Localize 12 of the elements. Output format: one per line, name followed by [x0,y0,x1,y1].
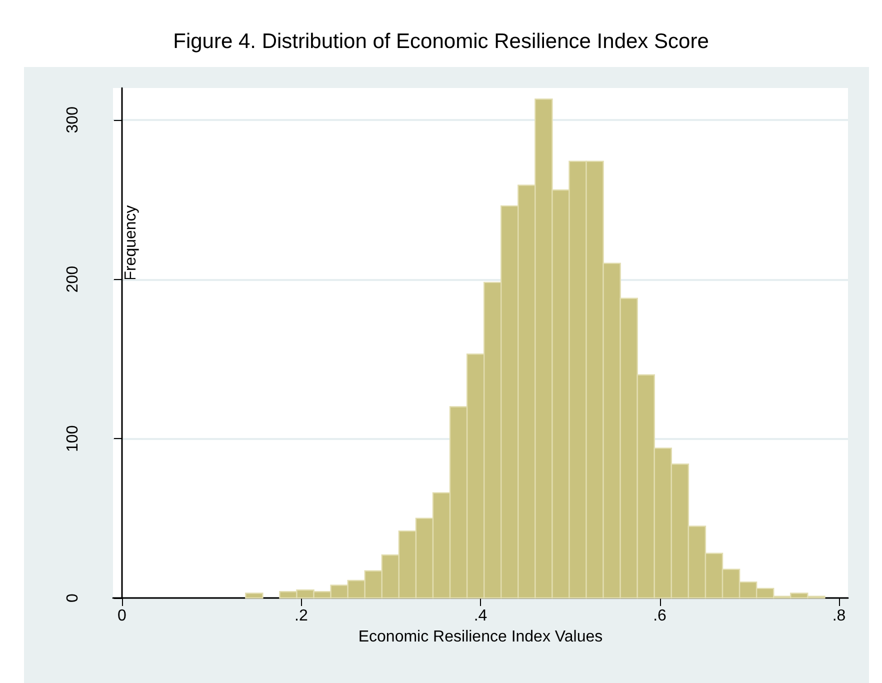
x-tick-label: .2 [294,608,308,624]
y-tick-label: 0 [64,593,82,602]
x-axis-title: Economic Resilience Index Values [358,628,603,646]
y-axis-title: Frequency [122,205,140,281]
x-tick-label: .6 [653,608,667,624]
y-tick-label: 300 [64,106,82,134]
x-tick-label: 0 [118,608,127,624]
x-tick-label: .4 [474,608,488,624]
y-tick-label: 100 [64,425,82,452]
x-tick-label: .8 [832,608,846,624]
y-tick-label: 200 [64,266,82,293]
chart-title: Figure 4. Distribution of Economic Resilience Index Score [173,30,709,53]
